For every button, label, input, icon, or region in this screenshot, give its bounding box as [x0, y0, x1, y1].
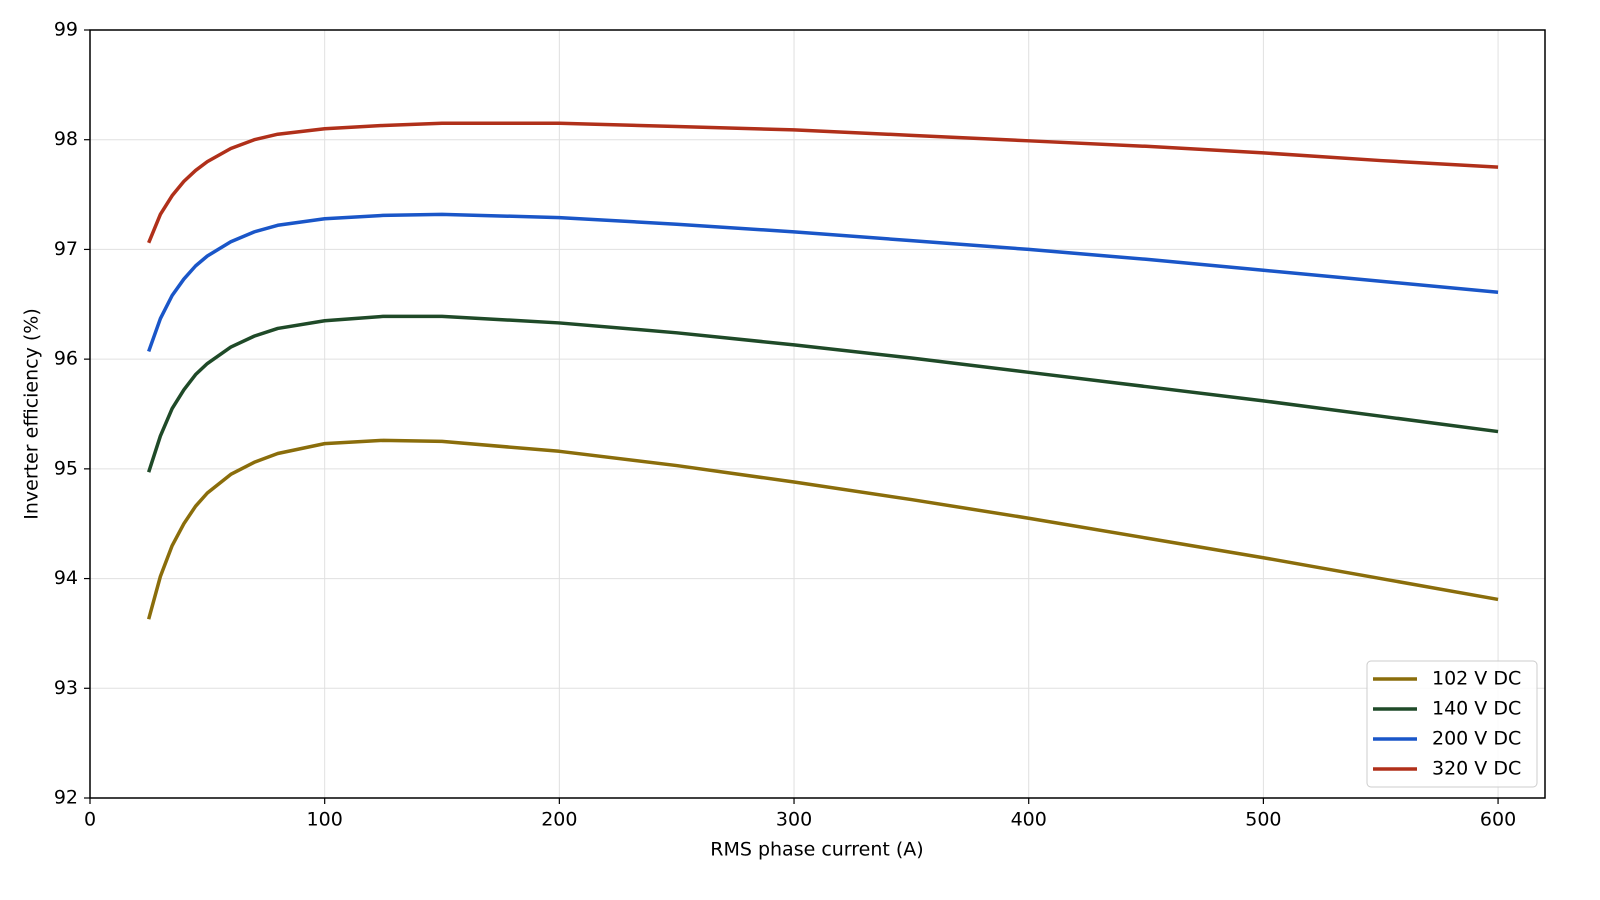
x-tick-label: 0	[84, 809, 96, 831]
x-tick-label: 600	[1480, 809, 1516, 831]
legend-label: 320 V DC	[1432, 758, 1521, 780]
legend-label: 102 V DC	[1432, 668, 1521, 690]
y-tick-label: 92	[54, 787, 78, 809]
x-tick-label: 400	[1011, 809, 1047, 831]
x-tick-label: 500	[1245, 809, 1281, 831]
x-tick-label: 200	[541, 809, 577, 831]
legend-box	[1366, 660, 1538, 788]
y-tick-label: 95	[54, 457, 78, 479]
line-series	[147, 121, 1499, 244]
line-series	[147, 212, 1499, 353]
y-tick-label: 93	[54, 677, 78, 699]
y-axis-label: Inverter efficiency (%)	[21, 308, 43, 520]
line-series	[146, 438, 1499, 620]
legend-label: 200 V DC	[1432, 728, 1521, 750]
legend-label: 140 V DC	[1432, 698, 1521, 720]
x-tick-label: 300	[776, 809, 812, 831]
line-series	[147, 314, 1499, 473]
y-tick-label: 97	[54, 238, 78, 260]
y-tick-label: 96	[54, 348, 78, 370]
plot-frame	[89, 29, 1546, 799]
y-tick-label: 98	[54, 128, 78, 150]
y-tick-label: 99	[54, 19, 78, 41]
x-tick-label: 100	[307, 809, 343, 831]
y-tick-label: 94	[54, 567, 78, 589]
x-axis-label: RMS phase current (A)	[710, 839, 923, 861]
